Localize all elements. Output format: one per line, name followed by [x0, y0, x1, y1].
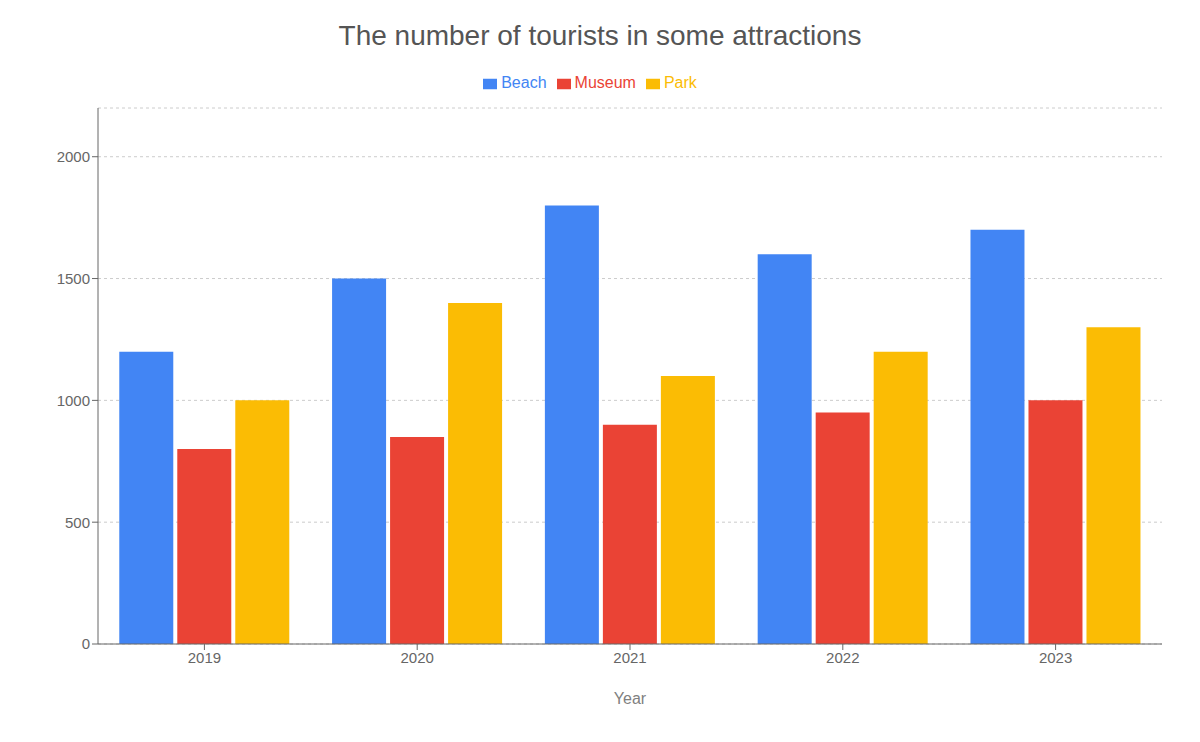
svg-text:2000: 2000 — [57, 148, 90, 165]
html-text:The number of tourists in some: The number of tourists in some attractio… — [338, 20, 862, 51]
svg-text:1500: 1500 — [57, 270, 90, 287]
svg-text:1000: 1000 — [57, 392, 90, 409]
svg-text:Year: Year — [614, 690, 647, 707]
svg-text:0: 0 — [82, 635, 90, 652]
svg-text:500: 500 — [65, 514, 90, 531]
svg-text:2022: 2022 — [826, 649, 859, 666]
svg-text:2023: 2023 — [1039, 649, 1072, 666]
svg-text:2020: 2020 — [401, 649, 434, 666]
html-text:Park: Park — [663, 74, 697, 91]
svg-text:2021: 2021 — [613, 649, 646, 666]
html-text:Beach: Beach — [501, 74, 547, 91]
svg-text:2019: 2019 — [188, 649, 221, 666]
html-text:Museum: Museum — [574, 74, 636, 91]
